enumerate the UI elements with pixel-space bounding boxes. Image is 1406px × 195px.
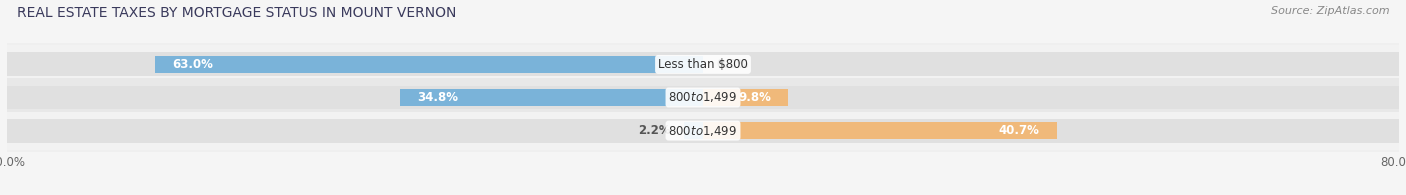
Text: Source: ZipAtlas.com: Source: ZipAtlas.com	[1271, 6, 1389, 16]
Text: 9.8%: 9.8%	[738, 91, 770, 104]
Bar	[7, 112, 1399, 150]
Bar	[703, 122, 1057, 139]
Bar	[155, 56, 703, 73]
Bar	[7, 52, 1399, 76]
Bar	[683, 122, 703, 139]
Text: 63.0%: 63.0%	[173, 58, 214, 71]
Text: Less than $800: Less than $800	[658, 58, 748, 71]
Text: $800 to $1,499: $800 to $1,499	[668, 90, 738, 105]
Text: REAL ESTATE TAXES BY MORTGAGE STATUS IN MOUNT VERNON: REAL ESTATE TAXES BY MORTGAGE STATUS IN …	[17, 6, 456, 20]
Bar	[7, 86, 1399, 109]
Text: 2.2%: 2.2%	[638, 124, 671, 137]
Text: 34.8%: 34.8%	[418, 91, 458, 104]
Bar	[7, 78, 1399, 117]
Bar	[703, 89, 789, 106]
Text: $800 to $1,499: $800 to $1,499	[668, 124, 738, 138]
Bar	[401, 89, 703, 106]
Text: 0.0%: 0.0%	[716, 58, 748, 71]
Text: 40.7%: 40.7%	[998, 124, 1039, 137]
Bar	[7, 119, 1399, 143]
Bar	[7, 45, 1399, 83]
